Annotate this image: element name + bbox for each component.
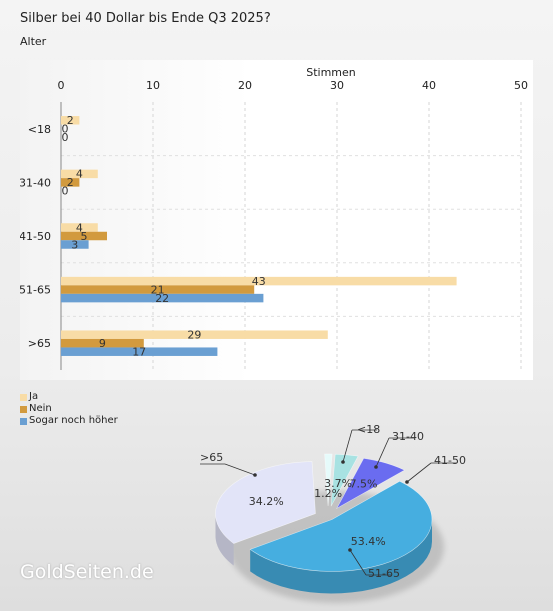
- pie-slice-label: <18: [357, 423, 380, 436]
- x-tick-label: 20: [238, 79, 252, 92]
- bar-value-label: 17: [132, 345, 146, 358]
- x-tick-label: 50: [514, 79, 528, 92]
- pie-slice-label: 41-50: [434, 454, 466, 467]
- legend-item: Nein: [20, 403, 118, 415]
- bar-value-label: 5: [81, 230, 88, 243]
- pie-percent-label: 53.4%: [351, 535, 386, 548]
- pie-slice: [215, 461, 316, 544]
- pie-percent-label: 1.2%: [314, 487, 342, 500]
- legend-swatch: [20, 417, 27, 425]
- pie-percent-label: 34.2%: [249, 495, 284, 508]
- bar-value-label: 4: [76, 221, 83, 234]
- category-label: 41-50: [20, 230, 51, 243]
- pie-slice-label: >65: [200, 451, 223, 464]
- legend-label: Nein: [29, 403, 52, 414]
- bar-value-label: 9: [99, 337, 106, 350]
- x-axis-title: Stimmen: [306, 66, 356, 79]
- legend-label: Ja: [29, 391, 39, 402]
- bar-value-label: 0: [62, 131, 69, 144]
- pie-slice-label: 31-40: [392, 430, 424, 443]
- legend: Ja Nein Sogar noch höher: [20, 391, 118, 427]
- category-label: <18: [28, 123, 51, 136]
- x-tick-label: 10: [146, 79, 160, 92]
- legend-item: Ja: [20, 391, 118, 403]
- bar-value-label: 22: [155, 292, 169, 305]
- bar: [61, 276, 457, 286]
- bar-value-label: 43: [252, 275, 266, 288]
- pie-slice-label: 51-65: [368, 567, 400, 580]
- chart-title: Silber bei 40 Dollar bis Ende Q3 2025?: [20, 11, 271, 26]
- category-label: >65: [28, 337, 51, 350]
- x-tick-label: 40: [422, 79, 436, 92]
- bar: [61, 347, 218, 356]
- legend-swatch: [20, 405, 27, 413]
- pie-slice: [249, 480, 433, 572]
- bar: [61, 285, 255, 294]
- pie-callout-line: [375, 437, 390, 468]
- bar-value-label: 21: [151, 283, 165, 296]
- pie-callout-line: [224, 463, 256, 476]
- bar: [61, 338, 144, 348]
- bar-value-label: 29: [187, 328, 201, 341]
- bar-value-label: 2: [67, 114, 74, 127]
- legend-label: Sogar noch höher: [29, 415, 118, 426]
- pie-slice-side: [215, 513, 234, 566]
- chart-subtitle: Alter: [20, 35, 47, 48]
- bar: [61, 223, 98, 232]
- pie-percent-label: 3.7%: [324, 477, 352, 490]
- bar-chart: Stimmen 0 10 20 30 40 50 <18 2 0 0 31-40 4 2 0 41-50 4 5 3…: [20, 60, 533, 380]
- pie-callout-arrow: [348, 548, 352, 552]
- pie-callout-line: [349, 549, 367, 576]
- bar: [61, 116, 80, 125]
- x-tick-label: 0: [58, 79, 65, 92]
- pie-callout-arrow: [374, 465, 378, 469]
- pie-callout-arrow: [405, 480, 409, 484]
- pie-callout-line: [342, 429, 353, 463]
- bar-value-label: 2: [67, 176, 74, 189]
- legend-item: Sogar noch höher: [20, 415, 118, 427]
- bar-value-label: 0: [62, 185, 69, 198]
- pie-slice: [336, 457, 406, 510]
- bar: [61, 231, 107, 241]
- bar: [61, 240, 89, 249]
- pie-callout-arrow: [341, 460, 345, 464]
- watermark-logo: GoldSeiten.de: [20, 561, 154, 583]
- pie-percent-label: 7.5%: [350, 477, 378, 490]
- category-label: 31-40: [20, 176, 51, 189]
- pie-callout-line: [406, 462, 432, 483]
- pie-callout-arrow: [253, 473, 257, 477]
- x-tick-label: 30: [330, 79, 344, 92]
- bar: [61, 293, 264, 303]
- bar-value-label: 4: [76, 168, 83, 181]
- bar-value-label: 0: [62, 123, 69, 136]
- pie-slice: [330, 453, 359, 507]
- legend-swatch: [20, 393, 27, 401]
- category-label: 51-65: [20, 284, 51, 297]
- bar: [61, 178, 80, 187]
- pie-slice: [324, 453, 333, 507]
- bar: [61, 330, 328, 339]
- bar: [61, 169, 98, 179]
- bar-value-label: 3: [71, 238, 78, 251]
